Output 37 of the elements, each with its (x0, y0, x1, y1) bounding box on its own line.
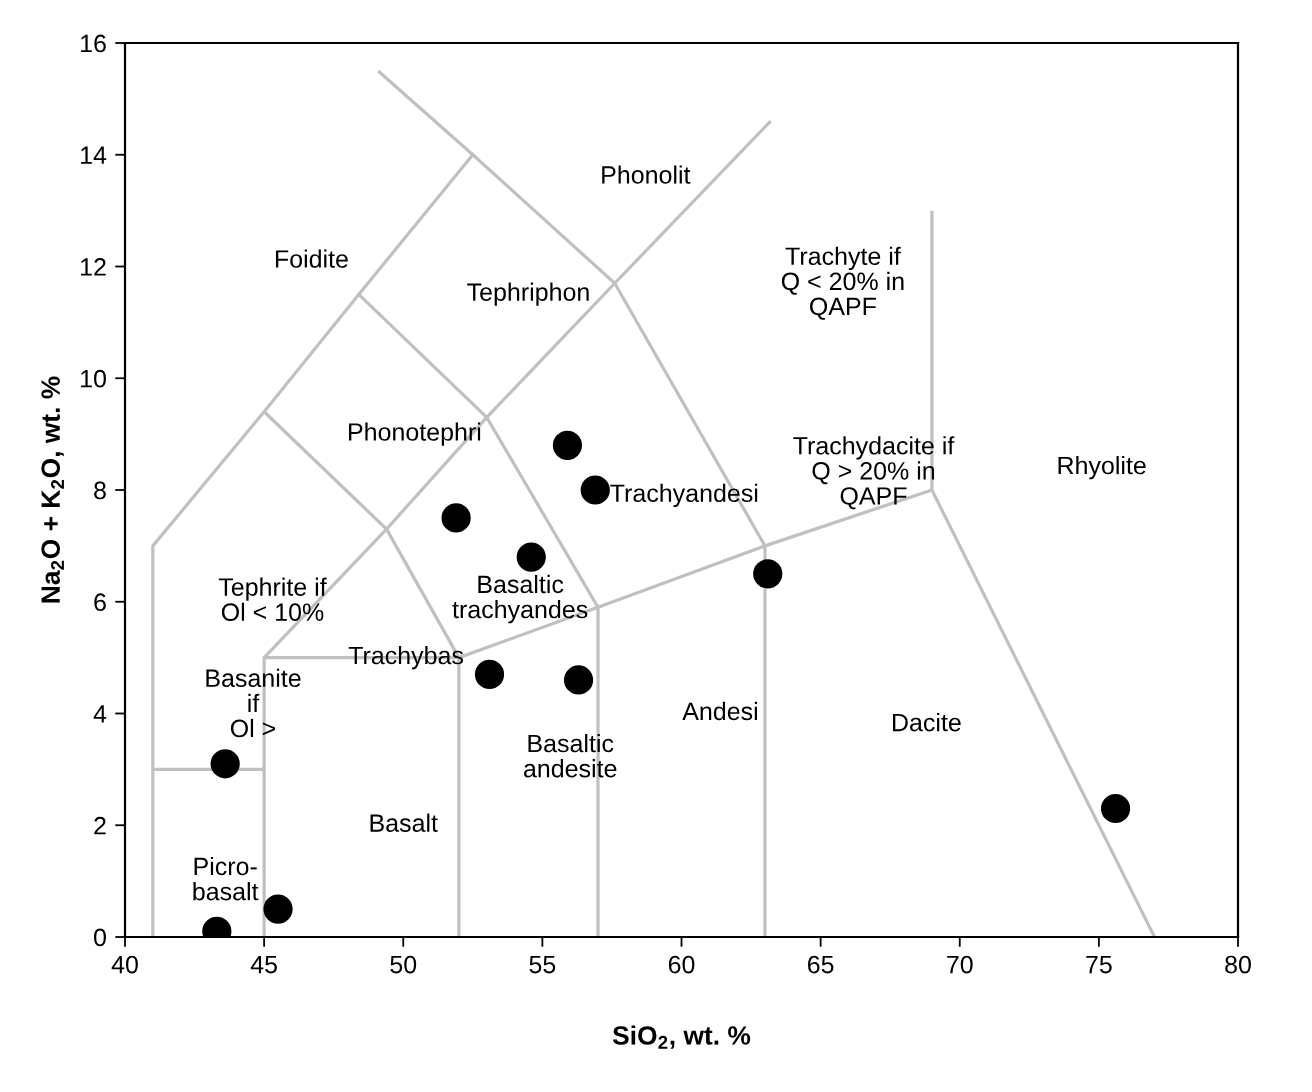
annotation: Dacite (892, 713, 961, 732)
y-tick-label: 0 (94, 928, 106, 947)
annotation: Foidite (275, 249, 348, 268)
x-tick-label: 45 (250, 955, 277, 974)
annotation: Phonolit (602, 165, 691, 184)
y-tick-label: 6 (94, 593, 106, 612)
x-tick-label: 75 (1086, 955, 1112, 974)
x-tick-label: 65 (807, 955, 834, 974)
annotation: Tephriphon (467, 282, 589, 306)
annotation: Basalt (370, 813, 438, 832)
annotation: Trachybas (348, 645, 464, 670)
y-tick-label: 8 (94, 481, 106, 500)
annotation: Rhyolite (1058, 456, 1146, 480)
annotation: Trachyte if Q < 20% in QAPF (781, 246, 904, 320)
annotation: Andesi (682, 701, 757, 721)
y-tick-label: 14 (81, 146, 107, 164)
y-tick-label: 12 (81, 258, 106, 276)
x-tick-label: 80 (1225, 955, 1251, 974)
annotation: Trachyandesi (610, 483, 758, 508)
x-tick-label: 60 (668, 955, 695, 974)
y-tick-label: 2 (94, 816, 106, 835)
x-tick-label: 55 (529, 955, 556, 974)
y-tick-label: 4 (93, 705, 107, 723)
y-axis-title: Na$_{2}$O + K$_{2}$O, wt. % (41, 376, 64, 603)
annotation: Basaltic trachyandes (452, 574, 588, 624)
annotation: Picro- basalt (193, 856, 259, 901)
annotation: Trachydacite if Q > 20% in QAPF (793, 436, 955, 510)
x-tick-label: 50 (390, 955, 417, 974)
annotation: Basaltic andesite (524, 733, 617, 778)
x-tick-label: 70 (947, 955, 973, 974)
x-tick-label: 40 (111, 955, 138, 974)
annotation: Basanite if Ol > (206, 668, 301, 738)
y-tick-label: 16 (81, 34, 106, 53)
x-axis-title: SiO$_{2}$, wt. % (612, 1025, 751, 1049)
annotation: Tephrite if Ol < 10% (218, 577, 327, 622)
y-tick-label: 10 (81, 369, 106, 388)
annotation: Phonotephri (349, 422, 481, 446)
